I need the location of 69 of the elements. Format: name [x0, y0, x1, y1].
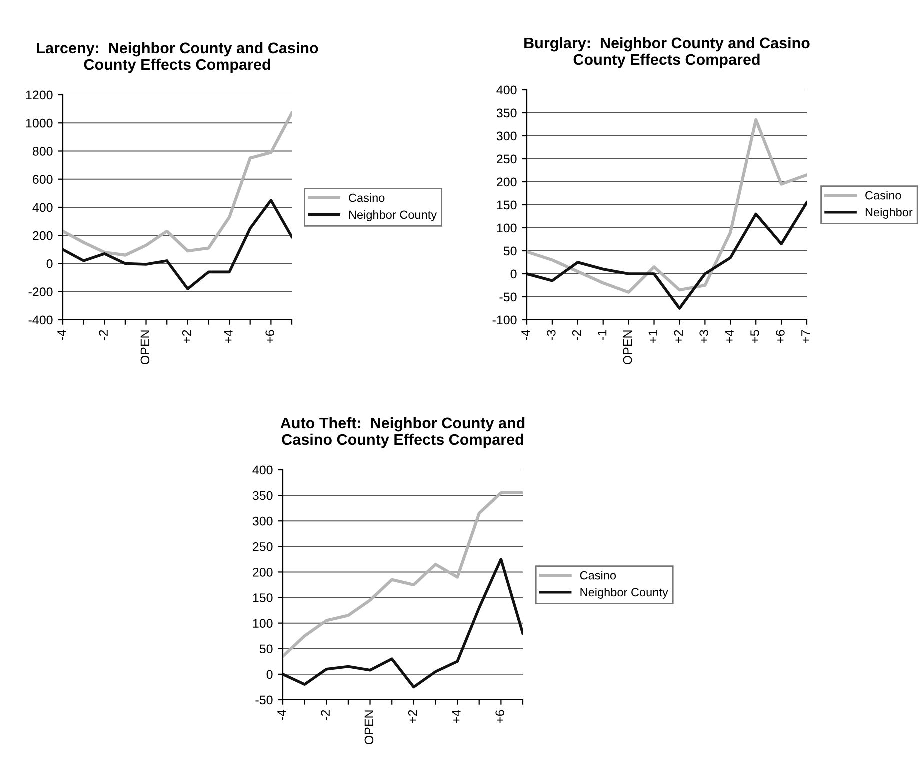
line-series	[527, 201, 807, 310]
legend-label: Casino	[866, 191, 902, 200]
y-tick-label: 350	[496, 108, 517, 118]
legend-label: Neighbor County	[349, 210, 438, 222]
x-tick-label: OPEN	[140, 330, 150, 365]
y-tick-label: 0	[510, 270, 517, 279]
y-tick-label: 1000	[26, 118, 53, 128]
line-series	[283, 491, 523, 658]
y-tick-label: 1200	[26, 90, 53, 100]
y-tick-label: 400	[496, 86, 517, 95]
x-tick-label: +5	[750, 330, 760, 344]
y-tick-label: -400	[28, 316, 53, 325]
y-tick-label: -200	[28, 288, 53, 297]
y-tick-label: 0	[46, 260, 53, 268]
x-tick-label: +4	[725, 330, 734, 344]
y-tick-label: 350	[252, 491, 273, 500]
y-tick-label: 250	[497, 154, 517, 164]
x-tick-label: +2	[674, 330, 683, 344]
x-tick-label: +6	[266, 330, 275, 344]
y-tick-label: 400	[252, 466, 273, 475]
chart-title: Burglary: Neighbor County and Casino County Effects Compared	[524, 37, 810, 68]
y-tick-label: 600	[33, 175, 53, 184]
x-tick-label: OPEN	[364, 710, 374, 745]
x-tick-label: -4	[522, 330, 530, 340]
x-tick-label: -2	[99, 330, 108, 340]
chart-title: Larceny: Neighbor County and Casino County Effects Compared	[37, 42, 318, 74]
x-tick-label: -2	[321, 710, 330, 720]
x-tick-label: +4	[224, 330, 233, 344]
x-tick-label: +7	[802, 330, 810, 344]
y-tick-label: 300	[496, 132, 517, 141]
x-tick-label: -4	[278, 710, 286, 720]
y-tick-label: 150	[497, 200, 517, 210]
x-tick-label: +2	[182, 330, 192, 344]
x-tick-label: +6	[776, 330, 785, 344]
y-tick-label: 50	[260, 644, 273, 654]
x-tick-label: -3	[546, 330, 556, 340]
y-tick-label: 200	[33, 231, 53, 240]
y-tick-label: -50	[500, 292, 517, 302]
y-tick-label: 0	[266, 670, 273, 680]
y-tick-label: -50	[256, 696, 273, 705]
y-tick-label: 300	[252, 516, 273, 526]
y-tick-label: 250	[253, 542, 273, 552]
x-tick-label: +3	[700, 330, 709, 344]
x-tick-label: +2	[408, 710, 418, 724]
y-tick-label: 50	[504, 246, 517, 256]
y-tick-label: 100	[253, 619, 273, 628]
y-tick-label: 400	[32, 203, 53, 212]
x-tick-label: OPEN	[623, 330, 632, 365]
x-tick-label: +4	[452, 710, 461, 724]
legend-label: Casino	[349, 194, 385, 202]
y-tick-label: 800	[32, 147, 53, 156]
y-tick-label: -100	[492, 316, 517, 325]
legend-label: Casino	[580, 571, 616, 580]
line-series	[63, 112, 292, 257]
line-series	[63, 199, 292, 290]
y-tick-label: 200	[497, 178, 517, 187]
line-series	[527, 118, 807, 294]
x-tick-label: -4	[58, 330, 66, 340]
legend-label: Neighbor	[866, 208, 913, 219]
x-tick-label: +1	[648, 330, 658, 344]
x-tick-label: +6	[496, 710, 505, 724]
x-tick-label: -2	[572, 330, 582, 340]
y-tick-label: 200	[253, 568, 273, 577]
line-series	[283, 558, 523, 689]
y-tick-label: 150	[253, 594, 273, 602]
y-tick-label: 100	[497, 224, 517, 233]
legend-label: Neighbor County	[580, 588, 668, 599]
x-tick-label: -1	[598, 330, 607, 340]
chart-title: Auto Theft: Neighbor County and Casino County Effects Compared	[280, 417, 525, 448]
